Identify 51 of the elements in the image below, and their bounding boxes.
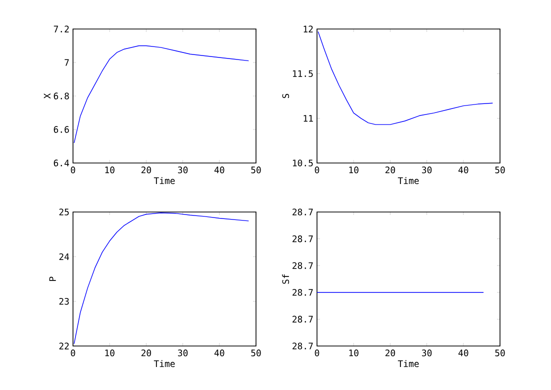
y-tick-label: 6.6 <box>54 126 69 133</box>
x-tick-label: 30 <box>178 350 188 356</box>
y-tick-label: 7 <box>64 59 69 66</box>
y-tick-label: 28.7 <box>292 262 313 269</box>
x-tick-label: 40 <box>458 166 468 174</box>
x-tick-label: 0 <box>314 166 320 174</box>
x-tick-label: 20 <box>141 166 152 174</box>
x-axis-title: Time <box>398 360 419 368</box>
x-axis-title: Time <box>398 177 419 184</box>
y-tick-label: 22 <box>59 342 69 350</box>
y-axis-title: Sf <box>282 274 290 284</box>
x-tick-label: 10 <box>349 350 358 356</box>
x-tick-label: 20 <box>385 350 396 356</box>
y-axis-title: X <box>44 93 50 99</box>
y-tick-label: 23 <box>59 298 69 305</box>
y-tick-label: 12 <box>304 26 313 32</box>
x-axis-title: Time <box>154 360 175 368</box>
x-tick-label: 40 <box>458 350 468 356</box>
x-tick-label: 20 <box>141 350 152 356</box>
x-tick-label: 0 <box>70 166 76 174</box>
x-tick-label: 10 <box>105 166 114 174</box>
x-tick-label: 0 <box>314 350 320 356</box>
x-tick-label: 10 <box>105 350 114 356</box>
x-tick-label: 40 <box>214 350 224 356</box>
y-tick-label: 6.4 <box>54 160 70 166</box>
y-tick-label: 28.7 <box>292 235 313 242</box>
x-tick-label: 20 <box>385 166 396 174</box>
y-tick-label: 28.7 <box>292 342 313 350</box>
y-tick-label: 28.7 <box>292 289 313 296</box>
y-tick-label: 7.2 <box>54 26 69 32</box>
y-tick-label: 25 <box>59 208 69 216</box>
x-tick-label: 40 <box>214 166 224 174</box>
y-tick-label: 11.5 <box>292 70 313 77</box>
x-tick-label: 50 <box>251 166 261 174</box>
y-tick-label: 28.7 <box>292 208 313 216</box>
x-tick-label: 10 <box>349 166 358 174</box>
x-tick-label: 50 <box>251 350 261 356</box>
x-tick-label: 0 <box>70 350 76 356</box>
y-tick-label: 28.7 <box>292 316 313 323</box>
x-tick-label: 50 <box>495 350 505 356</box>
x-tick-label: 30 <box>422 350 432 356</box>
y-tick-label: 6.8 <box>54 92 69 100</box>
y-axis-title: S <box>282 94 290 98</box>
y-tick-label: 10.5 <box>292 160 313 166</box>
x-tick-label: 30 <box>178 166 188 174</box>
x-tick-label: 30 <box>422 166 432 174</box>
y-tick-label: 24 <box>59 253 70 260</box>
y-axis-title: P <box>49 276 56 281</box>
y-tick-label: 11 <box>304 115 313 122</box>
x-axis-title: Time <box>154 177 175 184</box>
x-tick-label: 50 <box>495 166 505 174</box>
